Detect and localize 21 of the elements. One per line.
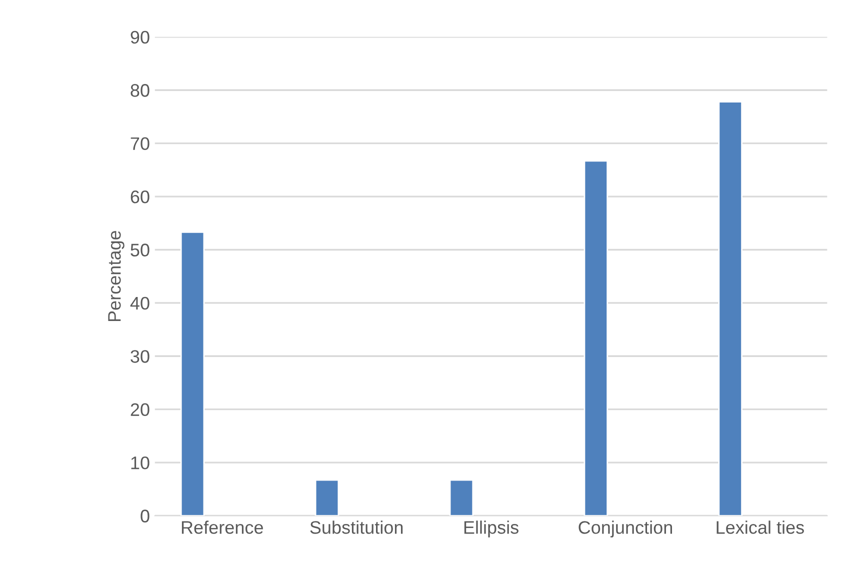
y-tick-label: 30 [130, 350, 150, 363]
x-tick-label: Reference [182, 520, 263, 534]
y-tick-label: 50 [130, 244, 150, 256]
y-tick-label: 80 [130, 84, 150, 97]
bar [584, 160, 608, 516]
bar [314, 479, 340, 516]
bar [718, 101, 742, 516]
y-axis-title: Percentage [108, 230, 124, 322]
y-tick-label: 60 [130, 190, 150, 204]
bar [180, 231, 205, 516]
x-tick-label: Substitution [310, 520, 403, 534]
y-tick-label: 70 [130, 137, 150, 150]
y-tick-label: 20 [130, 403, 150, 416]
x-tick-label: Conjunction [578, 520, 672, 538]
x-tick-label: Lexical ties [716, 520, 804, 534]
x-tick-label: Ellipsis [464, 520, 518, 538]
y-tick-label: 90 [130, 30, 150, 44]
y-tick-label: 40 [130, 296, 150, 310]
y-tick-label: 0 [140, 510, 150, 522]
bar [449, 479, 474, 516]
y-tick-label: 10 [131, 456, 150, 470]
